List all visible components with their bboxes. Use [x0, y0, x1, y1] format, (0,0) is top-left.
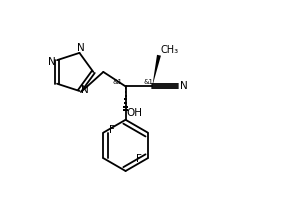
Text: N: N: [81, 85, 89, 95]
Text: F: F: [136, 154, 142, 164]
Text: N: N: [48, 57, 55, 67]
Text: &1: &1: [112, 79, 122, 85]
Text: &1: &1: [144, 79, 154, 85]
Text: CH₃: CH₃: [160, 45, 178, 55]
Polygon shape: [152, 55, 161, 86]
Text: N: N: [180, 81, 188, 91]
Text: N: N: [77, 43, 85, 53]
Text: OH: OH: [126, 108, 142, 118]
Text: F: F: [109, 125, 115, 135]
